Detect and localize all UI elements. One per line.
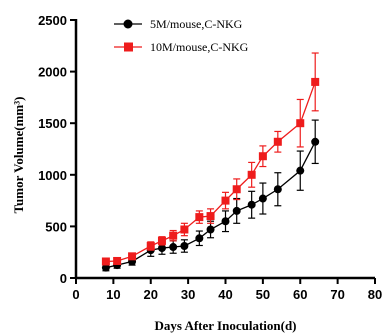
data-point	[247, 170, 256, 179]
data-point	[206, 212, 215, 221]
data-point	[169, 231, 178, 240]
data-point	[195, 213, 204, 222]
series-1	[101, 52, 320, 266]
y-tick-label: 2000	[38, 65, 67, 80]
data-point	[169, 243, 178, 252]
data-point	[311, 77, 320, 86]
legend-entry-0: 5M/mouse,C-NKG	[114, 17, 243, 31]
series-line	[105, 141, 316, 269]
data-point	[146, 242, 155, 251]
data-point	[113, 256, 122, 265]
data-point	[232, 185, 241, 194]
data-point	[232, 206, 241, 215]
data-point	[195, 234, 204, 243]
y-tick-label: 1500	[38, 116, 67, 131]
axes: 0 10 20 30 40 50 60 70 80 0 500 1000 1500 2000 2500	[38, 13, 382, 302]
data-point	[180, 225, 189, 234]
data-point	[247, 200, 256, 209]
legend: 5M/mouse,C-NKG 10M/mouse,C-NKG	[114, 17, 249, 54]
data-point	[128, 252, 137, 261]
data-point	[157, 236, 166, 245]
data-point	[273, 137, 282, 146]
y-tick-label: 1000	[38, 168, 67, 183]
x-tick-label: 60	[293, 287, 307, 302]
data-point	[258, 194, 267, 203]
x-tick-label: 80	[368, 287, 382, 302]
x-tick-label: 40	[218, 287, 232, 302]
data-point	[101, 257, 110, 266]
data-point	[101, 263, 110, 272]
data-point	[273, 185, 282, 194]
x-tick-label: 20	[144, 287, 158, 302]
legend-marker	[124, 42, 133, 52]
x-axis-title: Days After Inoculation(d)	[154, 318, 296, 333]
y-tick-label: 2500	[38, 13, 67, 28]
legend-entry-1: 10M/mouse,C-NKG	[114, 40, 249, 54]
data-point	[311, 137, 320, 146]
x-tick-label: 30	[181, 287, 195, 302]
legend-label: 5M/mouse,C-NKG	[150, 17, 243, 31]
x-tick-label: 10	[106, 287, 120, 302]
data-series	[101, 52, 320, 272]
x-tick-label: 50	[256, 287, 270, 302]
data-point	[221, 217, 230, 226]
data-point	[206, 225, 215, 234]
y-tick-label: 500	[45, 219, 67, 234]
x-tick-label: 0	[72, 287, 79, 302]
data-point	[157, 244, 166, 253]
data-point	[296, 166, 305, 175]
data-point	[180, 242, 189, 251]
y-tick-label: 0	[60, 271, 67, 286]
legend-marker	[123, 19, 133, 29]
y-axis-title: Tumor Volume(mm³)	[11, 97, 26, 214]
data-point	[258, 152, 267, 161]
data-point	[296, 119, 305, 128]
legend-label: 10M/mouse,C-NKG	[150, 40, 249, 54]
series-0	[101, 119, 320, 272]
data-point	[221, 196, 230, 205]
series-line	[105, 81, 316, 263]
x-tick-label: 70	[330, 287, 344, 302]
